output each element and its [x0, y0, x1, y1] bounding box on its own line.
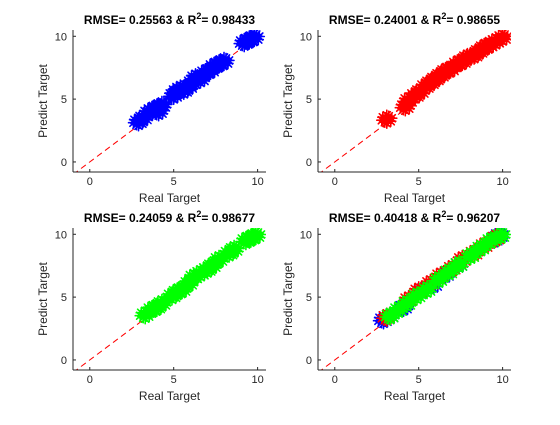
- y-tick-label: 0: [61, 355, 67, 367]
- x-tick-label: 5: [416, 176, 422, 188]
- title-rmse-label: RMSE=: [84, 13, 129, 27]
- title-separator: & R: [172, 211, 196, 225]
- y-tick-label: 0: [306, 157, 312, 169]
- x-tick-label: 5: [416, 374, 422, 386]
- y-tick-label: 5: [61, 94, 67, 106]
- x-tick-label: 5: [171, 176, 177, 188]
- title-equals: =: [446, 13, 456, 27]
- title-rmse-value: 0.40418: [374, 211, 418, 225]
- title-separator: & R: [172, 13, 196, 27]
- title-r2-value: 0.98677: [212, 211, 256, 225]
- subplot-3: 0 5 10 0 5 10 Real Target Predict Target RMSE= 0…: [36, 209, 266, 403]
- title-separator: & R: [417, 13, 441, 27]
- title-equals: =: [201, 211, 211, 225]
- title-rmse-label: RMSE=: [329, 13, 374, 27]
- title-rmse-label: RMSE=: [329, 211, 374, 225]
- title-rmse-label: RMSE=: [84, 211, 129, 225]
- title-equals: =: [201, 13, 211, 27]
- y-axis-label: Predict Target: [36, 261, 50, 335]
- chart-title: RMSE= 0.25563 & R2= 0.98433: [84, 11, 255, 27]
- chart-title: RMSE= 0.24059 & R2= 0.98677: [84, 209, 255, 225]
- y-axis-label: Predict Target: [36, 63, 50, 137]
- x-axis-label: Real Target: [384, 389, 446, 403]
- subplot-4: 0 5 10 0 5 10 Real Target Predict Target RMSE= 0…: [281, 209, 511, 403]
- x-tick-label: 10: [496, 374, 508, 386]
- y-axis-label: Predict Target: [281, 63, 295, 137]
- title-equals: =: [446, 211, 456, 225]
- title-r2-value: 0.98655: [457, 13, 501, 27]
- y-tick-label: 0: [306, 355, 312, 367]
- y-tick-label: 10: [300, 31, 312, 43]
- subplot-1: 0 5 10 0 5 10 Real Target Predict Target RMSE= 0…: [36, 11, 266, 205]
- title-r2-value: 0.96207: [457, 211, 501, 225]
- chart-title: RMSE= 0.40418 & R2= 0.96207: [329, 209, 500, 225]
- y-tick-label: 10: [55, 31, 67, 43]
- x-tick-label: 10: [496, 176, 508, 188]
- title-r2-value: 0.98433: [212, 13, 256, 27]
- x-tick-label: 10: [251, 374, 263, 386]
- y-tick-label: 10: [55, 229, 67, 241]
- x-tick-label: 5: [171, 374, 177, 386]
- title-rmse-value: 0.24001: [374, 13, 418, 27]
- y-tick-label: 10: [300, 229, 312, 241]
- x-tick-label: 0: [87, 176, 93, 188]
- title-separator: & R: [417, 211, 441, 225]
- y-tick-label: 5: [61, 292, 67, 304]
- chart-title: RMSE= 0.24001 & R2= 0.98655: [329, 11, 500, 27]
- title-rmse-value: 0.24059: [129, 211, 173, 225]
- x-tick-label: 0: [87, 374, 93, 386]
- y-axis-label: Predict Target: [281, 261, 295, 335]
- subplot-2: 0 5 10 0 5 10 Real Target Predict Target RMSE= 0…: [281, 11, 513, 205]
- y-tick-label: 0: [61, 157, 67, 169]
- x-tick-label: 0: [332, 374, 338, 386]
- y-tick-label: 5: [306, 94, 312, 106]
- x-axis-label: Real Target: [384, 191, 446, 205]
- x-axis-label: Real Target: [139, 191, 201, 205]
- title-rmse-value: 0.25563: [129, 13, 173, 27]
- x-tick-label: 0: [332, 176, 338, 188]
- x-tick-label: 10: [251, 176, 263, 188]
- y-tick-label: 5: [306, 292, 312, 304]
- x-axis-label: Real Target: [139, 389, 201, 403]
